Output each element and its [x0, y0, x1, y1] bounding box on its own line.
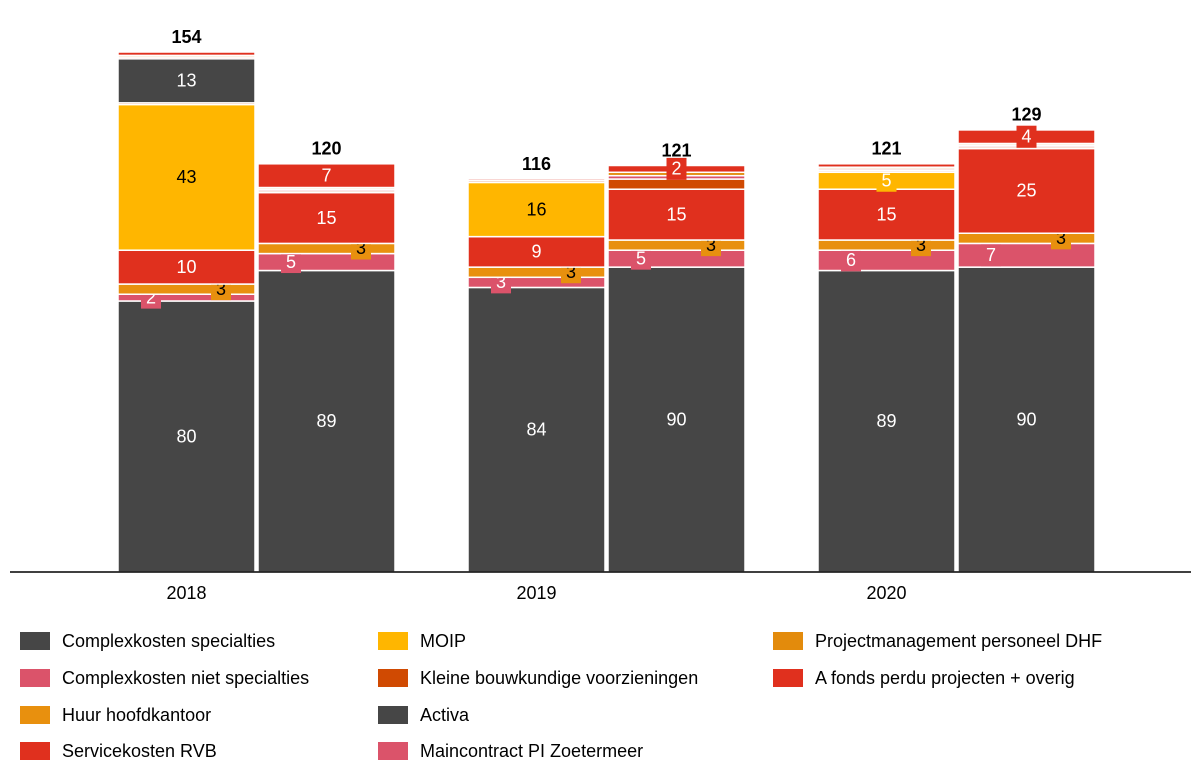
- legend-swatch: [20, 706, 50, 724]
- bar-segment: [117, 283, 256, 295]
- legend-label: Maincontract PI Zoetermeer: [420, 741, 643, 761]
- bar-segment: [117, 51, 256, 57]
- value-label: 90: [666, 409, 686, 429]
- value-label: 5: [881, 170, 891, 190]
- bar-segment: [817, 239, 956, 251]
- label-box: [631, 247, 651, 270]
- value-label: 7: [321, 165, 331, 185]
- legend-label: Huur hoofdkantoor: [62, 705, 211, 725]
- value-label: 6: [846, 250, 856, 270]
- value-label: 3: [216, 279, 226, 299]
- legend-label: Complexkosten niet specialties: [62, 668, 309, 688]
- value-label: 9: [531, 242, 541, 262]
- value-label: 3: [496, 272, 506, 292]
- value-label: 3: [356, 238, 366, 258]
- bar-segment: [117, 249, 256, 285]
- legend-label: Complexkosten specialties: [62, 631, 275, 651]
- legend-swatch: [20, 632, 50, 650]
- total-label: 129: [1011, 105, 1041, 125]
- value-label: 2: [671, 159, 681, 179]
- total-label: 121: [661, 140, 691, 160]
- bar-segment: [957, 147, 1096, 234]
- label-box: [666, 157, 687, 180]
- legend-swatch: [20, 742, 50, 760]
- label-box: [841, 249, 861, 272]
- bar-segment: [467, 266, 606, 279]
- total-label: 116: [522, 154, 551, 174]
- bar-segment: [607, 178, 746, 190]
- bar-segment: [817, 188, 956, 241]
- legend-swatch: [378, 632, 408, 650]
- total-label: 120: [311, 139, 341, 159]
- legend-label: A fonds perdu projecten + overig: [815, 668, 1075, 688]
- bar-segment: [117, 300, 256, 573]
- value-label: 43: [176, 167, 196, 187]
- bar-segment: [257, 191, 396, 245]
- total-label: 154: [171, 27, 201, 47]
- label-box: [1016, 125, 1037, 148]
- legend-swatch: [20, 669, 50, 687]
- value-label: 4: [1021, 126, 1031, 146]
- bar-segment: [957, 242, 1096, 268]
- bar-segment: [257, 252, 396, 272]
- bar-segment: [117, 58, 256, 104]
- legend-swatch: [378, 706, 408, 724]
- legend-label: MOIP: [420, 631, 466, 651]
- legend-label: Activa: [420, 705, 470, 725]
- bar-segment: [607, 266, 746, 573]
- bar-segment: [817, 249, 956, 272]
- value-label: 25: [1016, 181, 1036, 201]
- bar-segment: [957, 266, 1096, 573]
- value-label: 13: [176, 71, 196, 91]
- bar-segment: [467, 235, 606, 268]
- legend-label: Kleine bouwkundige voorzieningen: [420, 668, 698, 688]
- legend-label: Servicekosten RVB: [62, 741, 217, 761]
- bar-segment: [607, 249, 746, 268]
- value-label: 90: [1016, 409, 1036, 429]
- bar-segment: [607, 188, 746, 241]
- bar-segment: [257, 163, 396, 189]
- bar-segment: [607, 239, 746, 251]
- value-label: 7: [986, 245, 996, 265]
- legend-swatch: [378, 669, 408, 687]
- bar-segment: [957, 232, 1096, 245]
- bar-segment: [117, 293, 256, 302]
- value-label: 80: [176, 426, 196, 446]
- value-label: 10: [176, 257, 196, 277]
- value-label: 3: [916, 235, 926, 255]
- label-box: [876, 169, 897, 192]
- value-label: 84: [526, 419, 546, 439]
- bar-segment: [467, 181, 606, 238]
- total-label: 121: [871, 139, 901, 159]
- legend-swatch: [773, 632, 803, 650]
- bar-segment: [257, 242, 396, 255]
- legend-label: Projectmanagement personeel DHF: [815, 631, 1102, 651]
- value-label: 89: [876, 411, 896, 431]
- x-tick-label: 2020: [866, 583, 906, 603]
- x-tick-label: 2018: [166, 583, 206, 603]
- value-label: 3: [706, 235, 716, 255]
- label-box: [281, 251, 301, 274]
- value-label: 3: [1056, 228, 1066, 248]
- bar-segment: [817, 163, 956, 168]
- value-label: 15: [666, 204, 686, 224]
- value-label: 5: [636, 248, 646, 268]
- bar-segment: [467, 178, 606, 182]
- bar-segment: [117, 103, 256, 251]
- x-tick-label: 2019: [516, 583, 556, 603]
- value-label: 2: [146, 287, 156, 307]
- value-label: 5: [286, 252, 296, 272]
- label-box: [981, 244, 1001, 267]
- bar-segment: [467, 276, 606, 289]
- value-label: 15: [316, 208, 336, 228]
- legend-swatch: [773, 669, 803, 687]
- value-label: 89: [316, 411, 336, 431]
- value-label: 3: [566, 262, 576, 282]
- value-label: 15: [876, 204, 896, 224]
- bar-segment: [817, 269, 956, 573]
- value-label: 16: [526, 199, 546, 219]
- legend-swatch: [378, 742, 408, 760]
